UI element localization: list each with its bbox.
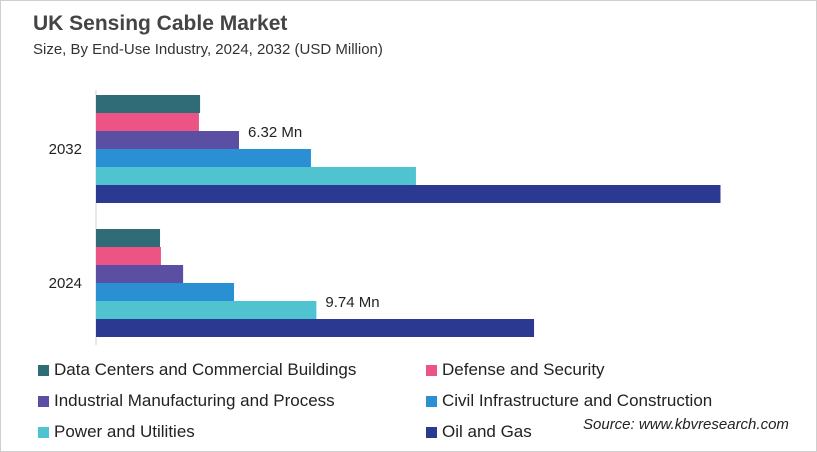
legend-swatch [38,426,49,438]
data-label: 9.74 Mn [325,294,379,311]
legend-swatch [426,426,437,438]
y-tick-label: 2032 [49,141,82,158]
legend-label: Data Centers and Commercial Buildings [54,360,357,379]
bar [96,319,535,337]
legend-item: Defense and Security [426,360,605,380]
legend-label: Power and Utilities [54,422,195,441]
bar [96,301,317,319]
legend-swatch [38,395,49,407]
chart-subtitle: Size, By End-Use Industry, 2024, 2032 (U… [33,41,383,58]
bar [96,167,416,185]
bar [96,283,235,301]
legend-item: Data Centers and Commercial Buildings [38,360,356,380]
y-tick-label: 2024 [49,275,82,292]
bar [96,113,199,131]
bar [96,229,161,247]
legend-label: Oil and Gas [442,422,532,441]
legend-swatch [426,364,437,376]
bar [96,185,721,203]
bar [96,95,201,113]
bar [96,265,184,283]
legend-swatch [38,364,49,376]
legend-swatch [426,395,437,407]
source-note: Source: www.kbvresearch.com [583,416,789,433]
legend-label: Civil Infrastructure and Construction [442,391,713,410]
legend-label: Defense and Security [442,360,605,379]
legend-item: Civil Infrastructure and Construction [426,391,712,411]
bar [96,131,239,149]
legend-label: Industrial Manufacturing and Process [54,391,335,410]
legend-item: Power and Utilities [38,422,195,442]
chart-title: UK Sensing Cable Market [33,12,288,35]
bar [96,247,161,265]
bar [96,149,311,167]
legend-item: Industrial Manufacturing and Process [38,391,335,411]
legend-item: Oil and Gas [426,422,532,442]
data-label: 6.32 Mn [248,124,302,141]
